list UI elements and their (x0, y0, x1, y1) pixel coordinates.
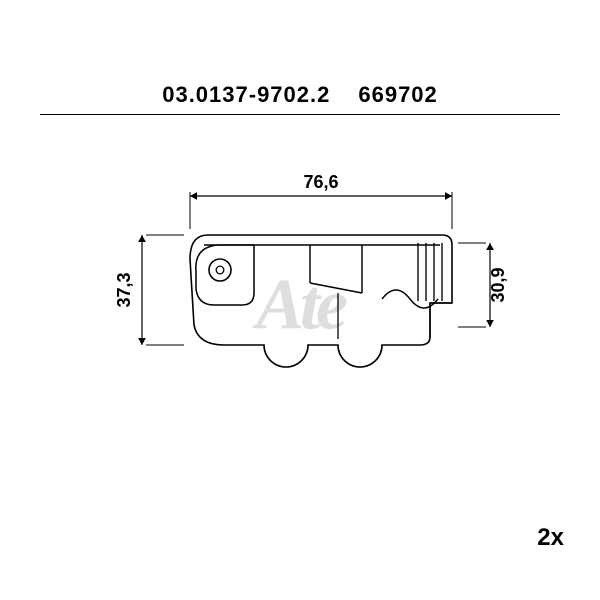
part-number-primary: 03.0137-9702.2 (162, 82, 330, 107)
technical-drawing: 76,6 37,3 30,9 (80, 150, 520, 450)
part-number-secondary: 669702 (358, 82, 437, 107)
header: 03.0137-9702.2 669702 (0, 82, 600, 108)
svg-text:37,3: 37,3 (114, 272, 134, 307)
svg-text:76,6: 76,6 (303, 172, 338, 192)
page-container: 03.0137-9702.2669702 Ate 76,637,330,9 2x (0, 0, 600, 600)
svg-text:30,9: 30,9 (488, 267, 508, 302)
header-divider (40, 114, 560, 115)
quantity-label: 2x (537, 524, 564, 552)
